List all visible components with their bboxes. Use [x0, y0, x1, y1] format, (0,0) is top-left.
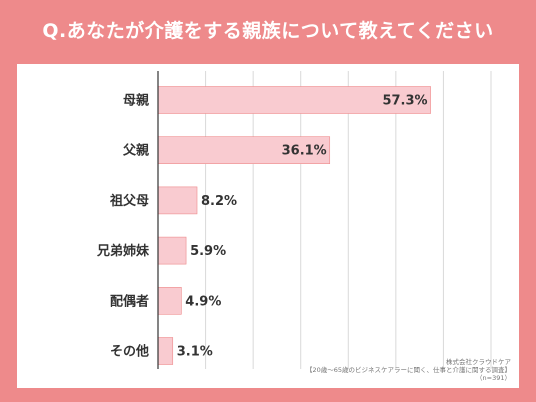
value-label: 36.1% — [282, 144, 327, 159]
value-label: 57.3% — [382, 94, 427, 109]
source-note: 株式会社クラウドケア 【20歳〜65歳のビジネスケアラーに聞く、仕事と介護に関す… — [306, 358, 511, 382]
bar-layer — [157, 86, 431, 365]
chart-title: Q.あなたが介護をする親族について教えてください — [42, 20, 494, 42]
bar — [157, 186, 198, 215]
category-label: 祖父母 — [109, 193, 149, 209]
category-label: 配偶者 — [110, 293, 149, 309]
value-label: 3.1% — [177, 345, 213, 360]
category-label: その他 — [110, 344, 149, 360]
grid-layer — [205, 71, 492, 369]
category-label: 父親 — [122, 143, 149, 159]
source-survey: 【20歳〜65歳のビジネスケアラーに聞く、仕事と介護に関する調査】 — [305, 366, 511, 374]
source-sample: （n=391） — [476, 374, 511, 382]
bar — [157, 287, 182, 315]
value-label: 5.9% — [190, 244, 226, 259]
value-label: 8.2% — [201, 194, 237, 209]
source-company: 株式会社クラウドケア — [446, 358, 511, 366]
chart-panel: 母親 57.3% 父親 36.1% 祖父母 8.2% 兄弟姉妹 5.9% 配偶者 4.9% その他 3… — [17, 64, 519, 388]
bar — [157, 236, 187, 265]
label-layer: 母親 57.3% 父親 36.1% 祖父母 8.2% 兄弟姉妹 5.9% 配偶者 4.9% その他 3… — [96, 93, 428, 360]
category-label: 兄弟姉妹 — [96, 243, 150, 259]
bar-chart: 母親 57.3% 父親 36.1% 祖父母 8.2% 兄弟姉妹 5.9% 配偶者 4.9% その他 3… — [96, 71, 492, 369]
bar — [157, 337, 174, 365]
value-label: 4.9% — [185, 294, 221, 309]
category-label: 母親 — [123, 93, 149, 109]
bar — [157, 136, 331, 164]
